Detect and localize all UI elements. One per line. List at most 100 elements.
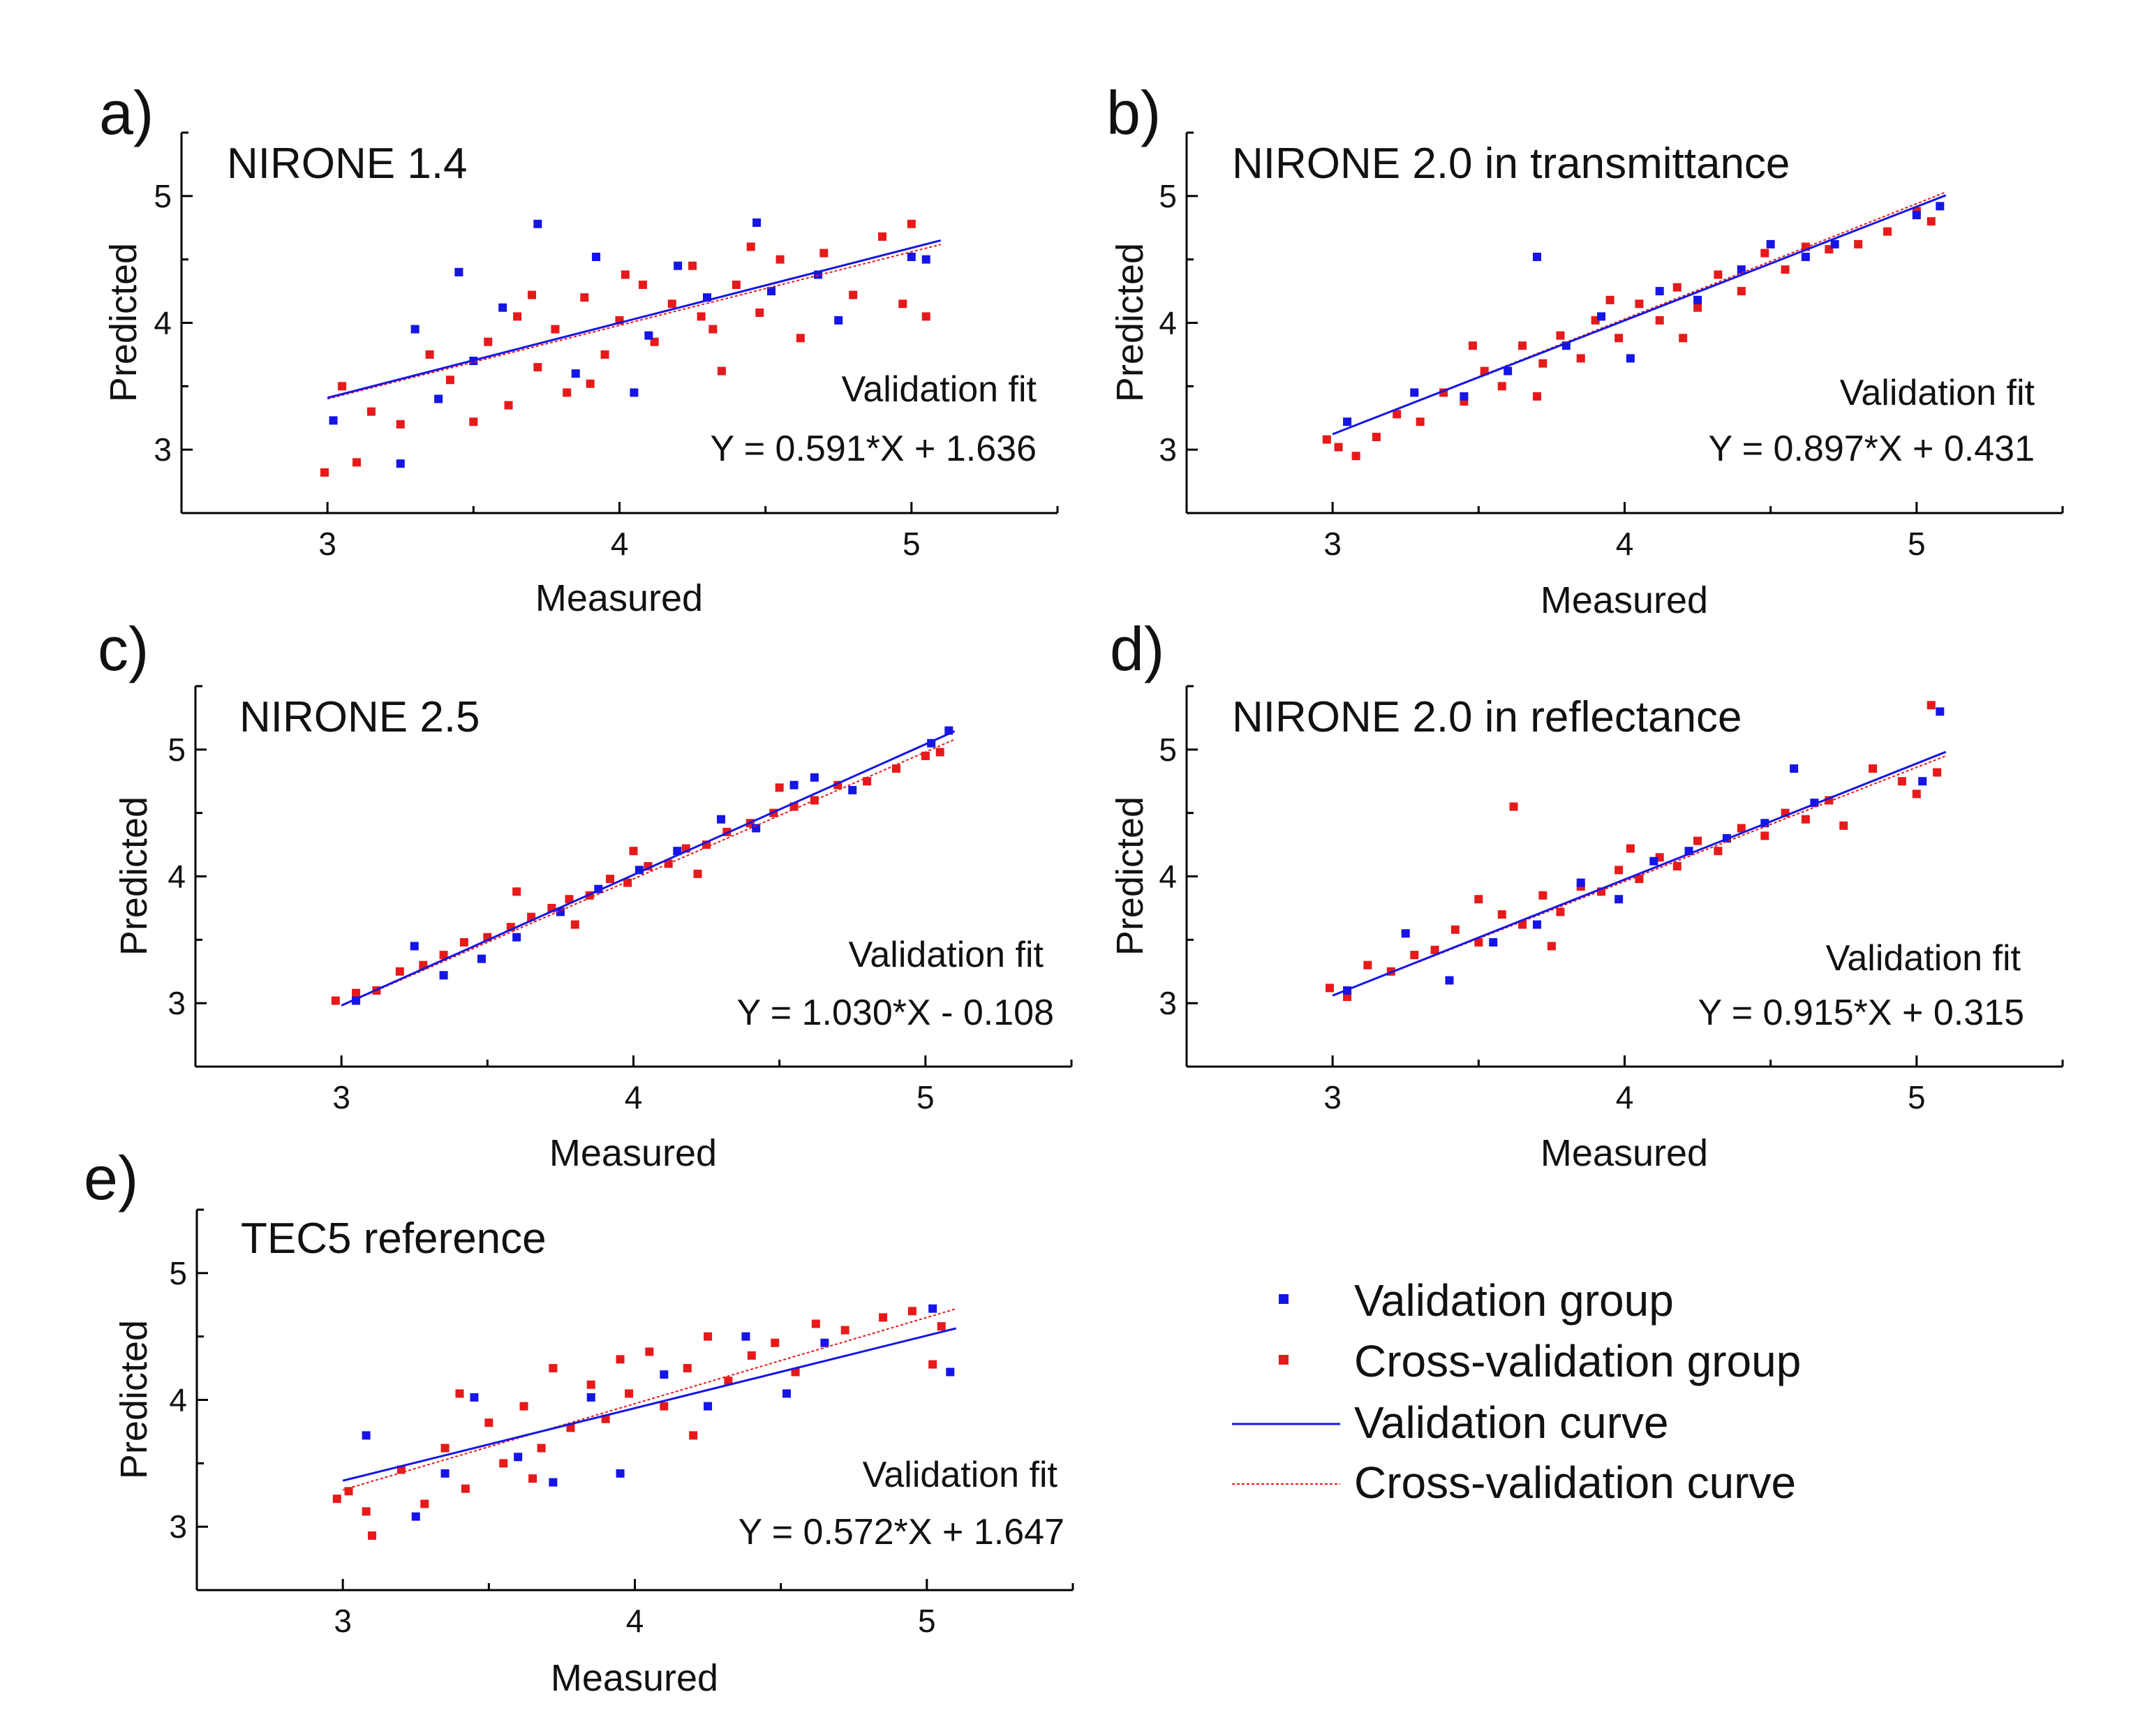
cross-validation-point — [1351, 452, 1360, 461]
cross-validation-point — [504, 401, 513, 410]
validation-point — [586, 1393, 595, 1402]
validation-point — [1936, 202, 1945, 211]
cross-validation-point — [732, 281, 741, 289]
y-tick-label: 5 — [1159, 732, 1177, 768]
cross-validation-point — [688, 261, 697, 270]
cross-validation-point — [667, 299, 676, 309]
cross-validation-point — [755, 308, 764, 317]
cross-validation-point — [1410, 951, 1419, 960]
validation-point — [498, 303, 507, 312]
x-tick-label: 5 — [1908, 1079, 1926, 1115]
cross-validation-point — [921, 312, 930, 321]
fit-equation: Y = 0.591*X + 1.636 — [711, 429, 1037, 469]
axes: 3 4 5 3 4 5 — [154, 131, 1059, 562]
validation-point — [1655, 287, 1664, 296]
validation-point — [767, 287, 776, 296]
y-tick-label: 5 — [154, 178, 172, 214]
cross-validation-point — [664, 859, 673, 868]
validation-point — [848, 785, 857, 794]
cross-validation-point — [570, 920, 579, 929]
cross-validation-point — [1605, 295, 1614, 304]
cross-validation-point — [1614, 334, 1624, 343]
cross-validation-point — [629, 847, 638, 856]
cross-validation-point — [484, 337, 493, 346]
validation-point — [477, 954, 486, 963]
cross-validation-point — [352, 458, 361, 467]
y-tick-label: 5 — [1159, 178, 1177, 214]
validation-curve — [1332, 750, 1947, 997]
cross-validation-point — [1556, 907, 1565, 917]
x-tick-label: 5 — [1908, 526, 1926, 562]
y-tick-label: 3 — [168, 985, 186, 1021]
cross-validation-point — [928, 1360, 937, 1369]
x-tick-label: 3 — [1323, 1079, 1342, 1115]
legend-label-cross-validation-curve: Cross-validation curve — [1354, 1457, 1796, 1508]
x-tick-label: 3 — [318, 526, 336, 562]
y-tick-label: 4 — [154, 305, 172, 341]
cross-validation-point — [616, 1355, 625, 1364]
cross-validation-point — [1760, 248, 1769, 258]
validation-curve — [341, 730, 956, 1007]
y-tick-label: 4 — [1159, 859, 1177, 895]
cross-validation-point — [1897, 777, 1906, 786]
cross-validation-point — [1343, 993, 1352, 1002]
cross-validation-point — [512, 887, 521, 896]
legend: Validation group Cross-validation group … — [1232, 1275, 1801, 1508]
cross-validation-point — [1322, 435, 1331, 444]
validation-point — [1918, 777, 1927, 786]
validation-point — [439, 971, 448, 980]
validation-point — [1533, 920, 1541, 929]
cross-validation-point — [1497, 382, 1506, 391]
validation-point — [396, 459, 405, 468]
validation-point — [704, 1402, 713, 1411]
cross-validation-point — [1679, 334, 1688, 343]
x-tick-label: 5 — [903, 526, 921, 562]
x-tick-label: 4 — [1616, 1079, 1634, 1115]
legend-label-validation-group: Validation group — [1354, 1275, 1674, 1326]
cross-validation-point — [849, 290, 858, 299]
cross-validation-point — [717, 366, 726, 376]
panel-c: c) NIRONE 2.5 Validation fit Y = 1.030*X… — [98, 614, 1073, 1174]
cross-validation-point — [331, 996, 340, 1005]
y-tick-label: 4 — [168, 859, 186, 895]
cross-validation-point — [775, 255, 785, 264]
validation-point — [410, 325, 420, 334]
y-axis-title: Predicted — [113, 796, 155, 956]
cross-validation-point — [1468, 341, 1477, 350]
y-axis-title: Predicted — [103, 243, 144, 402]
cross-validation-point — [1927, 217, 1936, 226]
cross-validation-point — [621, 270, 630, 279]
cross-validation-point — [1933, 768, 1942, 777]
cross-validation-point — [638, 281, 647, 289]
cross-validation-point — [650, 337, 659, 346]
cross-validation-point — [921, 751, 930, 760]
cross-validation-point — [796, 334, 805, 343]
validation-point — [1489, 937, 1498, 947]
cross-validation-point — [625, 1389, 634, 1398]
cross-validation-point — [937, 1322, 946, 1331]
cross-validation-point — [1912, 789, 1921, 799]
cross-validation-point — [549, 1364, 558, 1373]
y-tick-label: 5 — [169, 1255, 187, 1291]
validation-point — [440, 1469, 450, 1478]
y-axis-title: Predicted — [113, 1320, 155, 1479]
cross-validation-point — [907, 1307, 916, 1316]
cross-validation-point — [484, 1418, 493, 1427]
series-validation — [1343, 202, 1945, 426]
y-tick-label: 4 — [169, 1382, 187, 1418]
cross-validation-point — [320, 468, 329, 477]
cross-validation-point — [580, 293, 589, 302]
cross-validation-point — [1672, 283, 1682, 292]
validation-point — [549, 1478, 558, 1487]
cross-validation-point — [1538, 891, 1547, 900]
cross-validation-point — [1626, 844, 1635, 853]
validation-point — [834, 316, 843, 325]
validation-curve — [327, 239, 942, 399]
x-tick-label: 4 — [626, 1603, 644, 1639]
cross-validation-point — [771, 1338, 780, 1347]
validation-point — [717, 815, 725, 824]
y-axis-title: Predicted — [1109, 243, 1151, 402]
cross-validation-point — [1737, 824, 1746, 833]
cross-validation-point — [1655, 316, 1664, 325]
